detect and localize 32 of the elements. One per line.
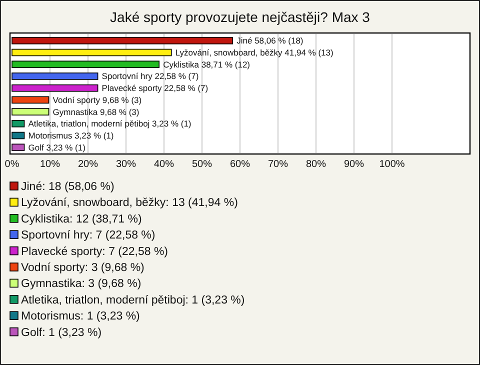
x-tick-label: 40% — [154, 159, 174, 170]
x-tick-label: 50% — [192, 159, 212, 170]
legend-label: Plavecké sporty: 7 (22,58 %) — [21, 246, 168, 258]
legend-label: Atletika, triatlon, moderní pětiboj: 1 (3,23 %) — [21, 294, 245, 306]
x-tick-label: 30% — [116, 159, 136, 170]
category-label: Cyklistika 38,71 % (12) — [163, 59, 250, 70]
chart-title: Jaké sporty provozujete nejčastěji? Max 3 — [110, 9, 370, 25]
x-tick-label: 0% — [4, 159, 20, 170]
legend-label: Lyžování, snowboard, běžky: 13 (41,94 %) — [21, 197, 238, 210]
x-tick-label: 90% — [344, 159, 364, 170]
category-label: Golf 3,23 % (1) — [28, 142, 86, 152]
category-label: Sportovní hry 22,58 % (7) — [102, 71, 199, 82]
legend-label: Cyklistika: 12 (38,71 %) — [21, 213, 142, 226]
category-label: Atletika, triatlon, moderní pětiboj 3,23 % (1) — [28, 118, 192, 129]
category-label: Lyžování, snowboard, běžky 41,94 % (13) — [175, 47, 334, 58]
x-tick-label: 10% — [40, 159, 60, 170]
category-label: Gymnastika 9,68 % (3) — [52, 106, 140, 117]
category-label: Plavecké sporty 22,58 % (7) — [102, 83, 208, 94]
x-tick-label: 80% — [306, 159, 326, 170]
x-tick-label: 70% — [268, 159, 288, 170]
x-tick-label: 60% — [230, 159, 250, 170]
legend-label: Vodní sporty: 3 (9,68 %) — [21, 262, 145, 274]
x-tick-label: 100% — [379, 159, 405, 170]
category-label: Motorismus 3,23 % (1) — [28, 130, 114, 140]
legend-label: Sportovní hry: 7 (22,58 %) — [21, 230, 156, 242]
x-tick-label: 20% — [78, 159, 98, 170]
legend-label: Gymnastika: 3 (9,68 %) — [21, 278, 142, 290]
legend-label: Motorismus: 1 (3,23 %) — [21, 310, 140, 323]
category-label: Jiné 58,06 % (18) — [236, 36, 304, 46]
legend-label: Jiné: 18 (58,06 %) — [21, 181, 114, 194]
legend-label: Golf: 1 (3,23 %) — [21, 326, 102, 339]
category-label: Vodní sporty 9,68 % (3) — [52, 94, 142, 105]
